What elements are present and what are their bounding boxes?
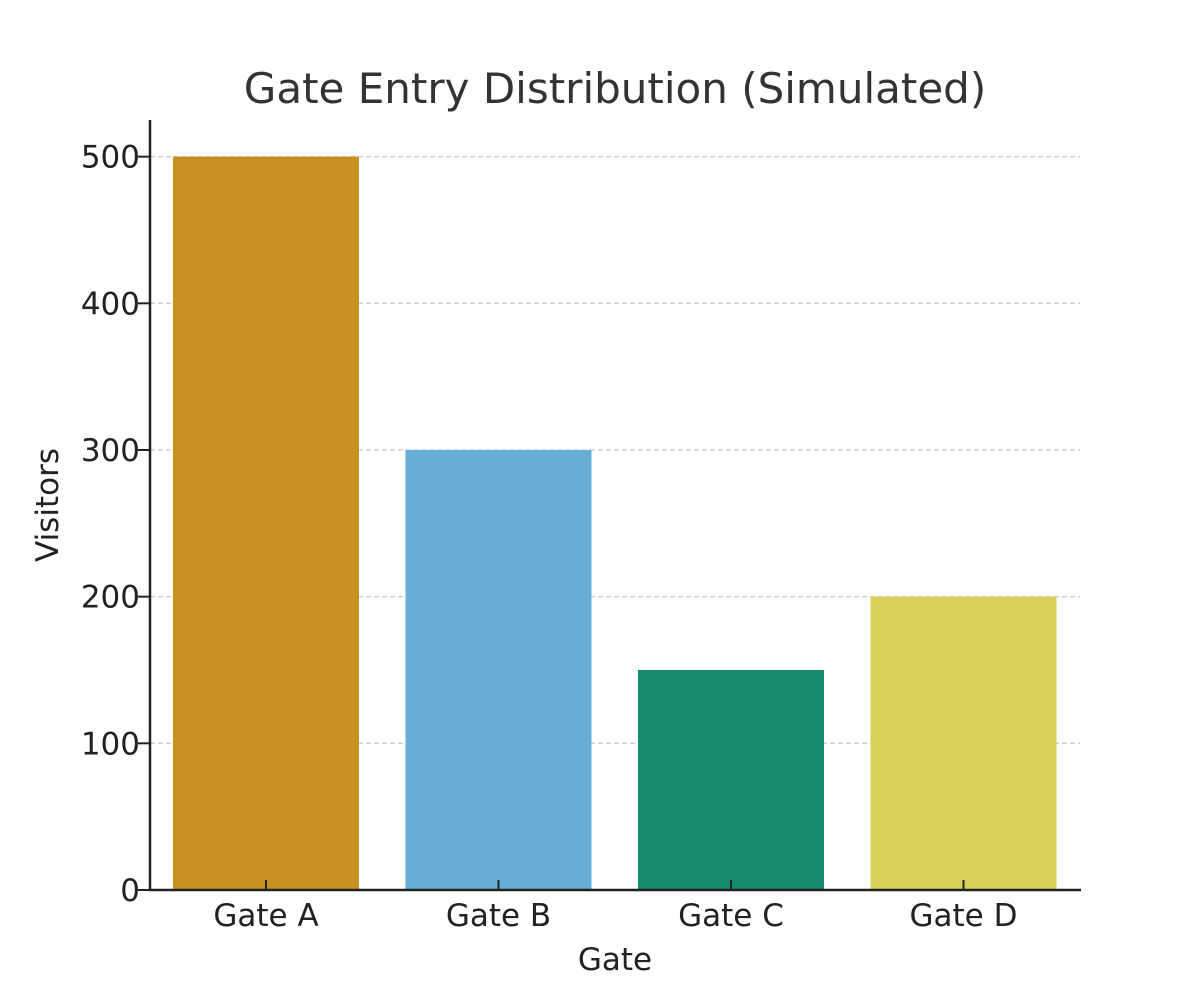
x-tick-label-gate-c: Gate C xyxy=(678,898,784,934)
y-tick-label-100: 100 xyxy=(81,726,140,762)
bar-gate-d xyxy=(870,596,1057,890)
y-tick-label-400: 400 xyxy=(81,286,140,322)
y-axis-ticks: 0 100 200 300 400 500 xyxy=(81,140,150,909)
chart-title: Gate Entry Distribution (Simulated) xyxy=(244,64,986,113)
x-axis-ticks: Gate A Gate B Gate C Gate D xyxy=(213,880,1017,934)
y-tick-label-0: 0 xyxy=(120,873,140,909)
y-tick-label-500: 500 xyxy=(81,140,140,176)
bar-gate-b xyxy=(405,450,592,890)
x-tick-label-gate-b: Gate B xyxy=(446,898,551,934)
bar-gate-c xyxy=(638,670,824,890)
bars xyxy=(173,156,1057,890)
y-tick-label-300: 300 xyxy=(81,433,140,469)
x-tick-label-gate-d: Gate D xyxy=(910,898,1018,934)
y-axis-label: Visitors xyxy=(30,448,66,562)
y-tick-label-200: 200 xyxy=(81,580,140,616)
bar-gate-a xyxy=(173,156,359,890)
x-tick-label-gate-a: Gate A xyxy=(213,898,318,934)
x-axis-label: Gate xyxy=(578,942,652,978)
